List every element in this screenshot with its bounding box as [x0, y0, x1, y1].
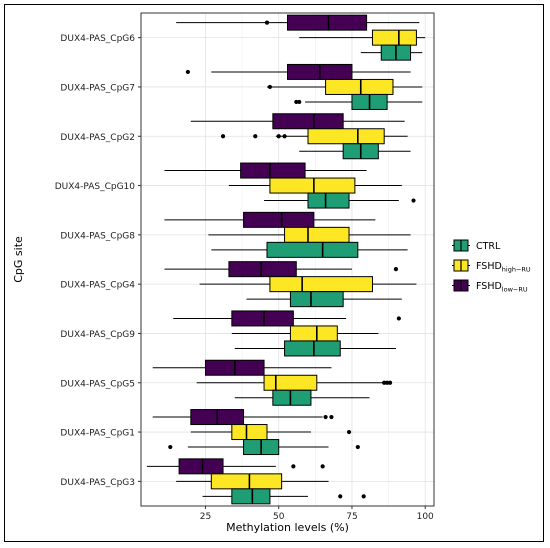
y-tick-label: DUX4-PAS_CpG8	[60, 231, 135, 241]
box	[272, 113, 344, 130]
outlier-point	[282, 134, 287, 139]
legend-item-CTRL: CTRL	[452, 239, 501, 252]
legend-label-subscript: low−RU	[502, 286, 528, 294]
box	[269, 177, 356, 194]
outlier-point	[338, 494, 343, 499]
outlier-point	[396, 316, 401, 321]
plot-border	[140, 12, 435, 507]
outlier-point	[220, 134, 226, 139]
box	[284, 226, 350, 243]
y-axis-title: CpG site	[12, 236, 25, 283]
outlier-point	[385, 380, 390, 385]
outlier-point	[291, 464, 296, 469]
outlier-point	[294, 99, 299, 105]
axes: DUX4-PAS_CpG6 DUX4-PAS_CpG7 DUX4-PAS_CpG2 D…	[55, 12, 435, 522]
x-tick-label: 75	[346, 512, 357, 522]
box	[307, 192, 350, 209]
y-tick-label: DUX4-PAS_CpG3	[60, 478, 135, 488]
outlier-point	[329, 414, 334, 420]
box	[231, 488, 271, 505]
y-tick-label: DUX4-PAS_CpG2	[60, 133, 135, 143]
box	[231, 424, 268, 441]
box	[307, 128, 385, 145]
outlier-point	[168, 444, 173, 450]
box	[228, 261, 297, 278]
outlier-point	[253, 134, 258, 139]
legend-label: FSHDlow−RU	[476, 281, 528, 294]
y-tick-label: DUX4-PAS_CpG6	[60, 34, 135, 44]
outlier-point	[346, 429, 352, 435]
y-tick-label: DUX4-PAS_CpG7	[60, 83, 135, 93]
outlier-point	[382, 380, 387, 385]
outlier-point	[320, 464, 325, 469]
y-tick-label: DUX4-PAS_CpG4	[60, 281, 135, 291]
x-tick-label: 50	[273, 512, 285, 522]
legend-label: CTRL	[476, 241, 501, 252]
y-tick-label: DUX4-PAS_CpG1	[60, 429, 135, 439]
y-tick-label: DUX4-PAS_CpG9	[60, 330, 135, 340]
legend-item-FSHD_high_RU: FSHDhigh−RU	[452, 259, 531, 274]
x-tick-label: 25	[200, 512, 211, 522]
series-CTRL	[168, 44, 423, 505]
box	[266, 241, 359, 258]
series-FSHD_low_RU	[146, 14, 420, 475]
outlier-point	[411, 198, 416, 203]
outlier-point	[361, 494, 366, 499]
outlier-point	[323, 414, 328, 420]
legend-label: FSHDhigh−RU	[476, 261, 531, 274]
box	[284, 340, 341, 357]
outlier-point	[185, 69, 190, 75]
box	[272, 389, 312, 406]
y-tick-label: DUX4-PAS_CpG5	[60, 379, 135, 389]
box	[289, 291, 344, 308]
legend-label-subscript: high−RU	[502, 266, 531, 274]
box	[231, 310, 294, 327]
box	[240, 162, 306, 179]
box	[263, 374, 318, 391]
box	[325, 78, 394, 95]
y-tick-label: DUX4-PAS_CpG10	[55, 182, 136, 192]
figure-frame	[4, 4, 544, 542]
x-tick-label: 100	[417, 512, 434, 522]
outlier-point	[276, 134, 281, 139]
box	[287, 14, 368, 31]
legend-item-FSHD_low_RU: FSHDlow−RU	[452, 279, 528, 294]
outlier-point	[387, 380, 393, 385]
outlier-point	[264, 20, 270, 25]
box	[371, 29, 417, 46]
box	[210, 473, 283, 490]
x-axis-title: Methylation levels (%)	[226, 521, 349, 534]
box	[243, 211, 315, 228]
outlier-point	[355, 444, 360, 450]
box	[289, 325, 338, 342]
legend: CTRL FSHDhigh−RU FSHDlow−RU	[452, 239, 531, 294]
box	[269, 276, 373, 293]
box-series	[146, 14, 426, 505]
box	[178, 458, 224, 475]
outlier-point	[393, 267, 399, 272]
outlier-point	[267, 84, 273, 90]
outlier-point	[297, 99, 302, 105]
